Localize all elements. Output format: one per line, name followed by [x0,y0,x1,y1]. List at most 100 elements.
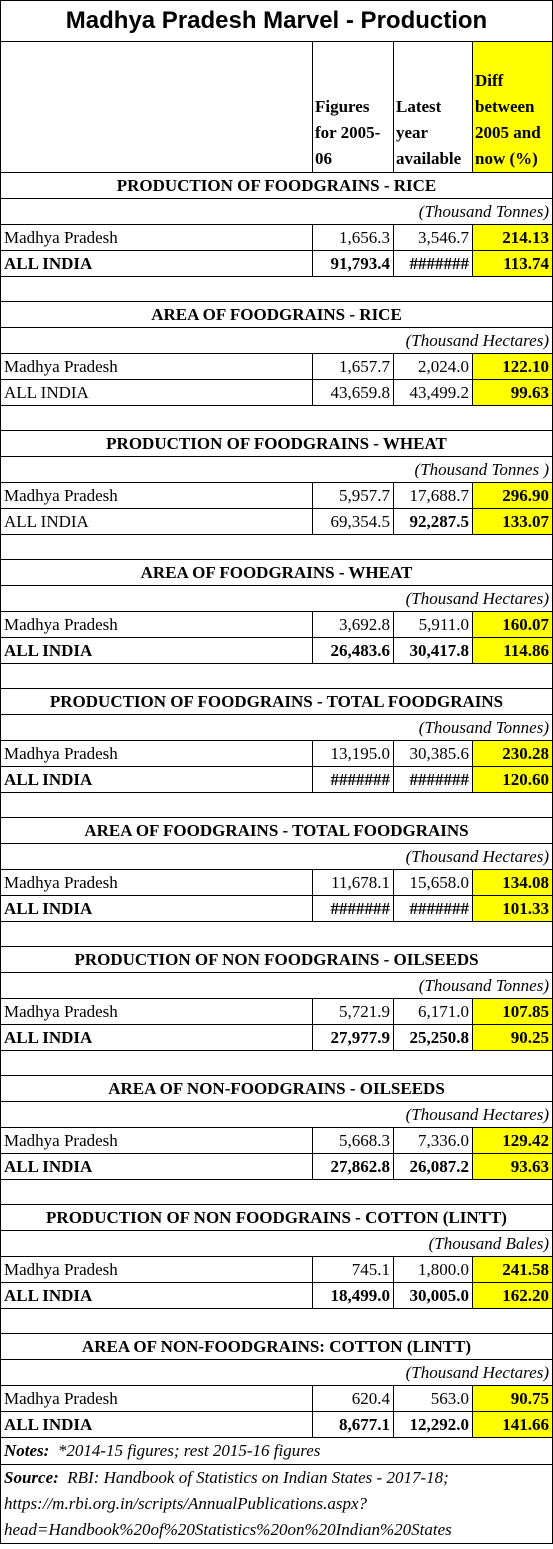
data-row: ALL INDIA 27,862.8 26,087.2 93.63 [0,1153,553,1180]
section-title: AREA OF FOODGRAINS - RICE [0,301,553,328]
blank-row [0,792,553,818]
value-cell: 241.58 [472,1256,553,1283]
region-name: Madhya Pradesh [0,1127,313,1154]
title-row: Madhya Pradesh Marvel - Production [0,0,553,42]
value-cell: ####### [393,895,473,922]
unit-row: (Thousand Hectares) [0,327,553,354]
data-row: ALL INDIA 69,354.5 92,287.5 133.07 [0,508,553,535]
data-row: Madhya Pradesh 11,678.1 15,658.0 134.08 [0,869,553,896]
region-name: ALL INDIA [0,766,313,793]
blank-row [0,534,553,560]
value-cell: 2,024.0 [393,353,473,380]
value-cell: 90.75 [472,1385,553,1412]
value-cell: 563.0 [393,1385,473,1412]
unit-label: (Thousand Tonnes) [0,714,553,741]
value-cell: 90.25 [472,1024,553,1051]
blank-cell [0,276,553,302]
section-title: PRODUCTION OF FOODGRAINS - RICE [0,172,553,199]
data-row: ALL INDIA ####### ####### 101.33 [0,895,553,922]
section-title: PRODUCTION OF FOODGRAINS - WHEAT [0,430,553,457]
blank-cell [0,405,553,431]
value-cell: 43,499.2 [393,379,473,406]
blank-row [0,921,553,947]
region-name: Madhya Pradesh [0,224,313,251]
section-title: PRODUCTION OF FOODGRAINS - TOTAL FOODGRA… [0,688,553,715]
data-row: Madhya Pradesh 1,657.7 2,024.0 122.10 [0,353,553,380]
value-cell: 26,483.6 [312,637,394,664]
value-cell: 26,087.2 [393,1153,473,1180]
value-cell: 5,911.0 [393,611,473,638]
data-row: Madhya Pradesh 5,957.7 17,688.7 296.90 [0,482,553,509]
blank-cell [0,1050,553,1076]
value-cell: 3,692.8 [312,611,394,638]
value-cell: 296.90 [472,482,553,509]
unit-row: (Thousand Tonnes) [0,714,553,741]
region-name: Madhya Pradesh [0,1385,313,1412]
notes-text: *2014-15 figures; rest 2015-16 figures [57,1441,321,1460]
data-row: ALL INDIA 8,677.1 12,292.0 141.66 [0,1411,553,1438]
value-cell: 92,287.5 [393,508,473,535]
unit-label: (Thousand Hectares) [0,1359,553,1386]
value-cell: 5,721.9 [312,998,394,1025]
value-cell: 43,659.8 [312,379,394,406]
section-title: AREA OF FOODGRAINS - WHEAT [0,559,553,586]
section-title-row: AREA OF FOODGRAINS - RICE [0,301,553,328]
value-cell: 11,678.1 [312,869,394,896]
value-cell: 101.33 [472,895,553,922]
data-row: Madhya Pradesh 745.1 1,800.0 241.58 [0,1256,553,1283]
blank-cell [0,792,553,818]
header-cell: Latest year available [393,41,473,173]
value-cell: 13,195.0 [312,740,394,767]
section-title-row: PRODUCTION OF NON FOODGRAINS - COTTON (L… [0,1204,553,1231]
section-title-row: PRODUCTION OF FOODGRAINS - WHEAT [0,430,553,457]
value-cell: 1,656.3 [312,224,394,251]
value-cell: 107.85 [472,998,553,1025]
region-name: Madhya Pradesh [0,869,313,896]
value-cell: ####### [393,766,473,793]
region-name: ALL INDIA [0,508,313,535]
unit-row: (Thousand Tonnes) [0,972,553,999]
data-row: ALL INDIA ####### ####### 120.60 [0,766,553,793]
data-row: ALL INDIA 18,499.0 30,005.0 162.20 [0,1282,553,1309]
unit-label: (Thousand Hectares) [0,843,553,870]
value-cell: 99.63 [472,379,553,406]
source-label: Source: [4,1468,59,1487]
value-cell: 3,546.7 [393,224,473,251]
source-row: Source: RBI: Handbook of Statistics on I… [0,1464,553,1544]
unit-label: (Thousand Tonnes) [0,972,553,999]
value-cell: 122.10 [472,353,553,380]
notes-cell: Notes: *2014-15 figures; rest 2015-16 fi… [0,1437,553,1465]
value-cell: 69,354.5 [312,508,394,535]
value-cell: 230.28 [472,740,553,767]
blank-cell [0,1179,553,1205]
notes-row: Notes: *2014-15 figures; rest 2015-16 fi… [0,1437,553,1465]
sheet-title: Madhya Pradesh Marvel - Production [0,0,553,42]
blank-row [0,1308,553,1334]
value-cell: 1,800.0 [393,1256,473,1283]
section-title: PRODUCTION OF NON FOODGRAINS - OILSEEDS [0,946,553,973]
value-cell: 93.63 [472,1153,553,1180]
value-cell: 18,499.0 [312,1282,394,1309]
header-row: Figures for 2005-06 Latest year available… [0,41,553,173]
value-cell: 141.66 [472,1411,553,1438]
unit-label: (Thousand Bales) [0,1230,553,1257]
header-cell [0,41,313,173]
unit-row: (Thousand Tonnes) [0,198,553,225]
region-name: Madhya Pradesh [0,1256,313,1283]
region-name: ALL INDIA [0,1411,313,1438]
data-row: Madhya Pradesh 13,195.0 30,385.6 230.28 [0,740,553,767]
section-title-row: PRODUCTION OF FOODGRAINS - RICE [0,172,553,199]
section-title-row: AREA OF FOODGRAINS - TOTAL FOODGRAINS [0,817,553,844]
region-name: Madhya Pradesh [0,353,313,380]
section-title-row: PRODUCTION OF NON FOODGRAINS - OILSEEDS [0,946,553,973]
value-cell: ####### [393,250,473,277]
unit-label: (Thousand Hectares) [0,327,553,354]
region-name: Madhya Pradesh [0,611,313,638]
value-cell: 12,292.0 [393,1411,473,1438]
value-cell: 27,977.9 [312,1024,394,1051]
data-row: ALL INDIA 27,977.9 25,250.8 90.25 [0,1024,553,1051]
value-cell: 17,688.7 [393,482,473,509]
header-cell: Figures for 2005-06 [312,41,394,173]
blank-cell [0,663,553,689]
